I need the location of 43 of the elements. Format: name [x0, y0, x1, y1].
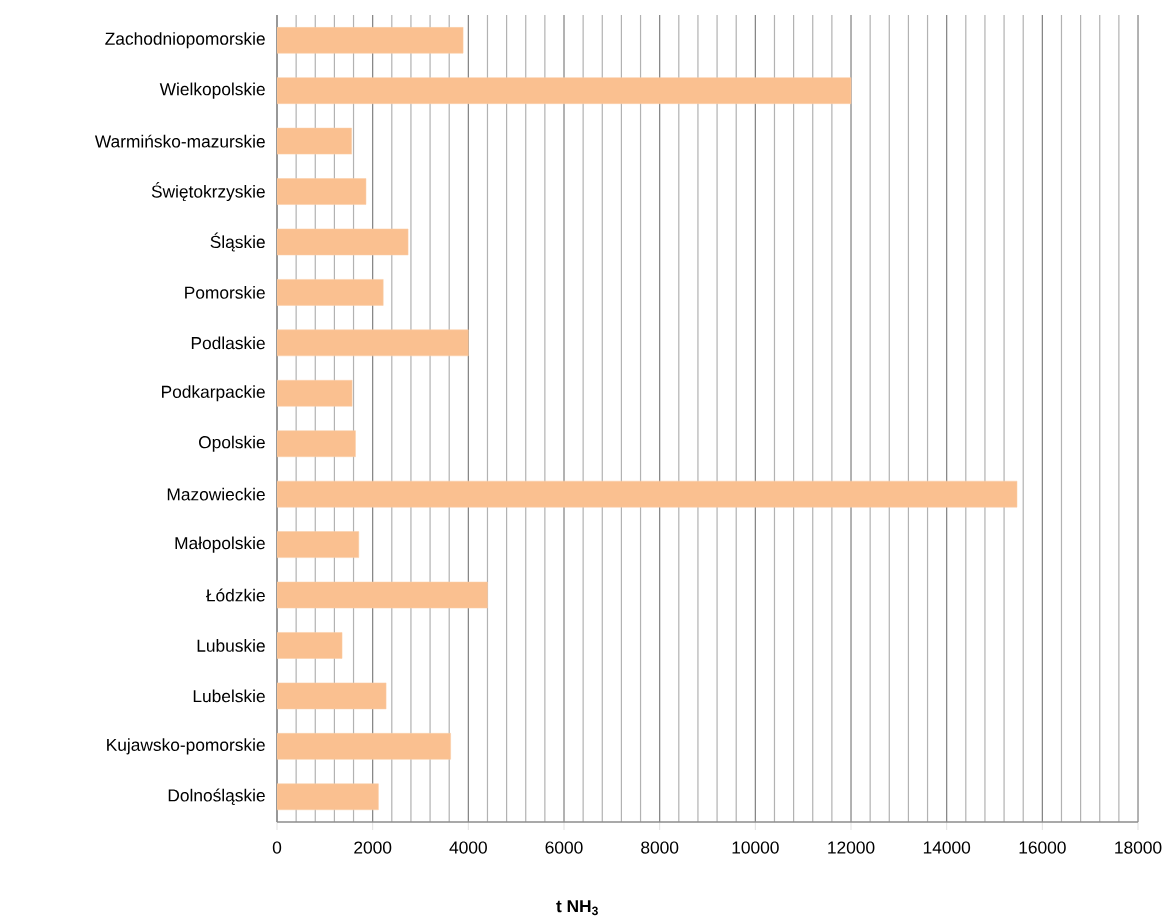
bar: [277, 430, 356, 457]
x-tick-label: 4000: [449, 841, 487, 854]
x-tick-label: 14000: [923, 841, 971, 854]
bar: [277, 127, 352, 155]
x-tick-label: 2000: [354, 841, 392, 854]
y-tick-label: Świętokrzyskie: [151, 181, 265, 202]
y-tick-label: Podlaskie: [191, 336, 265, 350]
y-tick-label: Śląskie: [210, 232, 265, 252]
y-tick-label: Lubuskie: [197, 639, 265, 652]
bar: [277, 279, 384, 306]
bar: [277, 783, 379, 811]
x-tick-label: 16000: [1019, 841, 1066, 854]
x-tick-label: 12000: [828, 841, 875, 854]
bar: [277, 329, 469, 357]
y-tick-label: Warmińsko-mazurskie: [94, 134, 265, 148]
x-tick-label: 0: [272, 841, 282, 854]
y-tick-label: Kujawsko-pomorskie: [107, 738, 265, 755]
x-tick-label: 18000: [1115, 841, 1162, 854]
y-tick-label: Pomorskie: [185, 286, 265, 299]
bar: [277, 178, 367, 205]
bar: [277, 632, 343, 659]
bar: [277, 77, 852, 104]
bar: [277, 581, 488, 609]
bar: [277, 733, 451, 760]
x-tick-label: 6000: [545, 841, 583, 854]
bar: [277, 26, 464, 54]
y-tick-label: Dolnośląskie: [168, 788, 265, 805]
x-axis-title: t NH$_{3}$: [556, 900, 598, 916]
y-tick-label: Podkarpackie: [162, 385, 265, 402]
y-tick-label: Zachodniopomorskie: [105, 32, 265, 49]
bar: [277, 531, 360, 558]
bar: [277, 380, 353, 407]
y-tick-label: Małopolskie: [175, 536, 265, 553]
bar: [277, 682, 387, 710]
x-tick-label: 8000: [641, 841, 679, 854]
y-tick-label: Opolskie: [199, 435, 265, 452]
bar: [277, 480, 1018, 508]
y-tick-label: Łódzkie: [206, 588, 265, 602]
y-tick-label: Lubelskie: [193, 689, 265, 703]
x-tick-label: 10000: [732, 841, 779, 854]
bar: [277, 228, 409, 256]
y-tick-label: Mazowieckie: [167, 487, 265, 501]
y-tick-label: Wielkopolskie: [159, 82, 265, 99]
